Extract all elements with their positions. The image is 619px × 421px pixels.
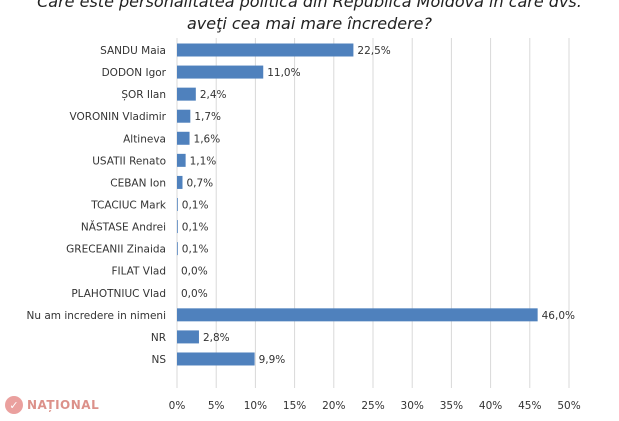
x-tick-label: 0% <box>169 400 186 412</box>
category-label: VORONIN Vladimir <box>69 111 166 123</box>
category-label: PLAHOTNIUC Vlad <box>71 288 166 300</box>
data-label: 1,7% <box>194 111 221 123</box>
category-label: DODON Igor <box>102 67 167 79</box>
category-label: NĂSTASE Andrei <box>81 221 166 234</box>
data-label: 0,1% <box>182 222 209 234</box>
data-label: 9,9% <box>259 354 286 366</box>
category-label: Altineva <box>123 133 166 145</box>
bar <box>177 43 354 57</box>
logo-text: NAȚIONAL <box>27 398 100 412</box>
national-logo: ✓ NAȚIONAL <box>5 396 99 414</box>
category-label: NS <box>151 354 166 366</box>
bar <box>177 153 186 167</box>
bar <box>177 352 255 366</box>
logo-icon: ✓ <box>5 396 23 414</box>
category-label: FILAT Vlad <box>111 266 166 278</box>
category-label: NR <box>151 332 166 344</box>
x-tick-label: 40% <box>479 400 502 412</box>
chart-title: Care este personalitatea politică din Re… <box>37 0 582 33</box>
category-label: USATII Renato <box>92 155 166 167</box>
x-tick-label: 50% <box>557 400 580 412</box>
category-label: ȘOR Ilan <box>121 89 166 101</box>
bar <box>177 242 178 256</box>
x-tick-label: 30% <box>401 400 424 412</box>
bar <box>177 330 199 344</box>
category-label: CEBAN Ion <box>110 177 166 189</box>
bar <box>177 220 178 234</box>
x-tick-label: 45% <box>518 400 541 412</box>
x-tick-label: 5% <box>208 400 225 412</box>
data-label: 1,1% <box>190 155 217 167</box>
data-label: 0,0% <box>181 288 208 300</box>
x-tick-label: 25% <box>361 400 384 412</box>
data-label: 0,1% <box>182 199 209 211</box>
data-label: 2,8% <box>203 332 230 344</box>
data-label: 46,0% <box>542 310 575 322</box>
category-label: Nu am incredere in nimeni <box>27 310 167 322</box>
data-label: 0,0% <box>181 266 208 278</box>
bar <box>177 131 190 145</box>
bar <box>177 308 538 322</box>
x-tick-label: 20% <box>322 400 345 412</box>
x-tick-label: 10% <box>244 400 267 412</box>
data-label: 22,5% <box>357 45 390 57</box>
bar <box>177 87 196 101</box>
bar <box>177 197 178 211</box>
x-tick-label: 35% <box>440 400 463 412</box>
x-tick-label: 15% <box>283 400 306 412</box>
category-label: TCACIUC Mark <box>90 199 167 211</box>
data-label: 1,6% <box>194 133 221 145</box>
bar <box>177 109 191 123</box>
category-label: SANDU Maia <box>100 45 166 57</box>
data-label: 11,0% <box>267 67 300 79</box>
bar <box>177 175 183 189</box>
data-label: 2,4% <box>200 89 227 101</box>
bar <box>177 65 264 79</box>
data-label: 0,7% <box>186 177 213 189</box>
data-label: 0,1% <box>182 244 209 256</box>
category-label: GRECEANII Zinaida <box>66 244 166 256</box>
